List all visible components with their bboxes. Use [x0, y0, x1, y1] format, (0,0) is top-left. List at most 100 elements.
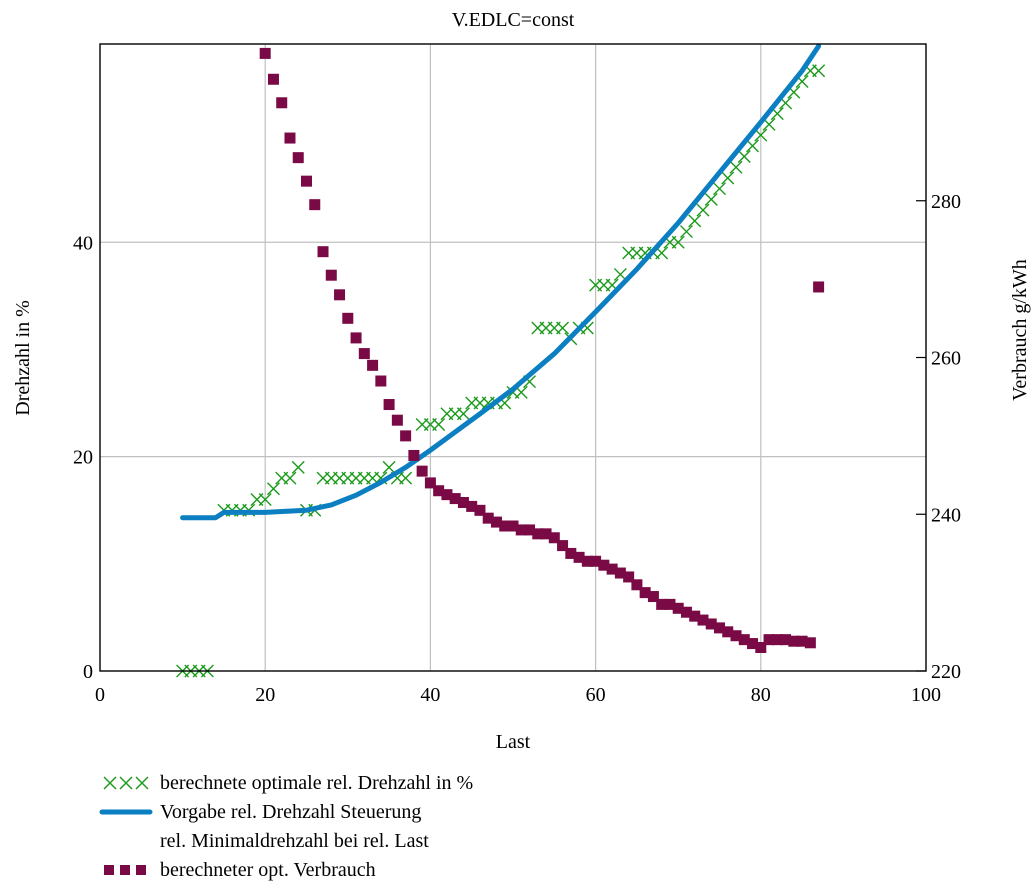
consumption-point [771, 634, 783, 646]
consumption-point [631, 579, 643, 591]
tick-labels: 0 20 40 60 80 100 0 20 40 220 240 260 280 [73, 191, 961, 706]
consumption-point [680, 606, 692, 618]
consumption-point [276, 97, 288, 109]
consumption-point [490, 516, 502, 528]
optimal-speed-point [432, 417, 446, 431]
consumption-point [581, 555, 593, 567]
consumption-point [532, 528, 544, 540]
consumption-point [383, 399, 395, 411]
consumption-point [747, 638, 759, 650]
consumption-point [284, 132, 296, 144]
consumption-point [705, 618, 717, 630]
consumption-point [606, 563, 618, 575]
legend-label-minimaldrehzahl: rel. Minimaldrehzahl bei rel. Last [160, 830, 429, 852]
consumption-point [540, 528, 552, 540]
consumption-point [482, 512, 494, 524]
x-tick-label: 100 [911, 684, 941, 706]
optimal-speed-point [696, 203, 710, 217]
consumption-point [804, 637, 816, 649]
consumption-point [639, 587, 651, 599]
legend-label-vorgabe: Vorgabe rel. Drehzahl Steuerung [160, 801, 421, 823]
legend-square [120, 865, 130, 875]
consumption-point [408, 449, 420, 461]
consumption-point [697, 614, 709, 626]
consumption-point [689, 610, 701, 622]
y-right-tick-label: 280 [931, 191, 961, 213]
consumption-point [400, 430, 412, 442]
optimal-speed-point [746, 139, 760, 153]
consumption-point [457, 496, 469, 508]
consumption-point [738, 634, 750, 646]
plot-area [176, 43, 826, 678]
x-tick-label: 40 [420, 684, 440, 706]
consumption-point [325, 269, 337, 281]
x-tick-label: 0 [95, 684, 105, 706]
grid-lines [100, 44, 926, 671]
consumption-point [557, 540, 569, 552]
consumption-point [309, 199, 321, 211]
consumption-point [267, 73, 279, 85]
consumption-point [714, 622, 725, 634]
consumption-point [524, 524, 536, 536]
consumption-point [474, 504, 486, 516]
consumption-point [730, 630, 742, 642]
consumption-point [598, 559, 610, 571]
x-tick-label: 80 [751, 684, 771, 706]
consumption-point [788, 635, 800, 647]
consumption-point [623, 571, 635, 583]
optimal-speed-point [812, 64, 826, 78]
optimal-speed-point [266, 482, 280, 496]
y-axis-right-label: Verbrauch g/kWh [1009, 259, 1031, 401]
optimal-speed-point [721, 171, 735, 185]
chart-title: V.EDLC=const [452, 9, 575, 31]
consumption-point [507, 520, 519, 532]
consumption-point [499, 520, 511, 532]
legend-cross [119, 776, 133, 790]
legend-marker-verbrauch [104, 865, 146, 875]
consumption-point [515, 524, 527, 536]
optimal-speed-point [688, 214, 702, 228]
consumption-point [342, 312, 354, 324]
optimal-speed-point [713, 182, 726, 196]
consumption-point [813, 281, 825, 293]
consumption-point [416, 465, 428, 477]
optimal-speed-point [456, 407, 470, 421]
consumption-point [375, 375, 387, 387]
consumption-point [433, 485, 445, 497]
vorgabe-line [180, 43, 822, 521]
consumption-point [301, 175, 312, 187]
consumption-point [565, 547, 577, 559]
plot-frame [99, 43, 927, 672]
consumption-point [367, 359, 379, 371]
y-left-tick-label: 0 [83, 661, 93, 683]
optimal-speed-point [737, 150, 751, 164]
consumption-point [573, 551, 585, 563]
consumption-point [722, 626, 734, 638]
consumption-point [317, 246, 329, 258]
legend-label-optimal: berechnete optimale rel. Drehzahl in % [160, 772, 473, 794]
consumption-point [672, 602, 684, 614]
optimal-speed-point [283, 471, 297, 485]
y-right-tick-label: 220 [931, 661, 961, 683]
consumption-point [441, 489, 453, 501]
consumption-point [763, 634, 775, 646]
optimal-speed-point [399, 471, 413, 485]
y-right-tick-label: 240 [931, 504, 961, 526]
x-tick-label: 60 [586, 684, 606, 706]
legend-square [136, 865, 146, 875]
legend-cross [135, 776, 149, 790]
consumption-point [391, 414, 403, 426]
optimal-speed-point [291, 460, 305, 474]
optimal-speed-point [704, 192, 718, 206]
legend-label-verbrauch: berechneter opt. Verbrauch [160, 859, 376, 881]
consumption-point [466, 500, 478, 512]
consumption-point [350, 332, 362, 344]
x-tick-label: 20 [255, 684, 275, 706]
consumption-point [358, 348, 370, 360]
consumption-point [755, 641, 767, 653]
consumption-point [796, 635, 808, 647]
optimal-speed-point [679, 225, 693, 239]
y-axis-left-label: Drehzahl in % [12, 300, 34, 416]
y-left-tick-label: 40 [73, 232, 93, 254]
